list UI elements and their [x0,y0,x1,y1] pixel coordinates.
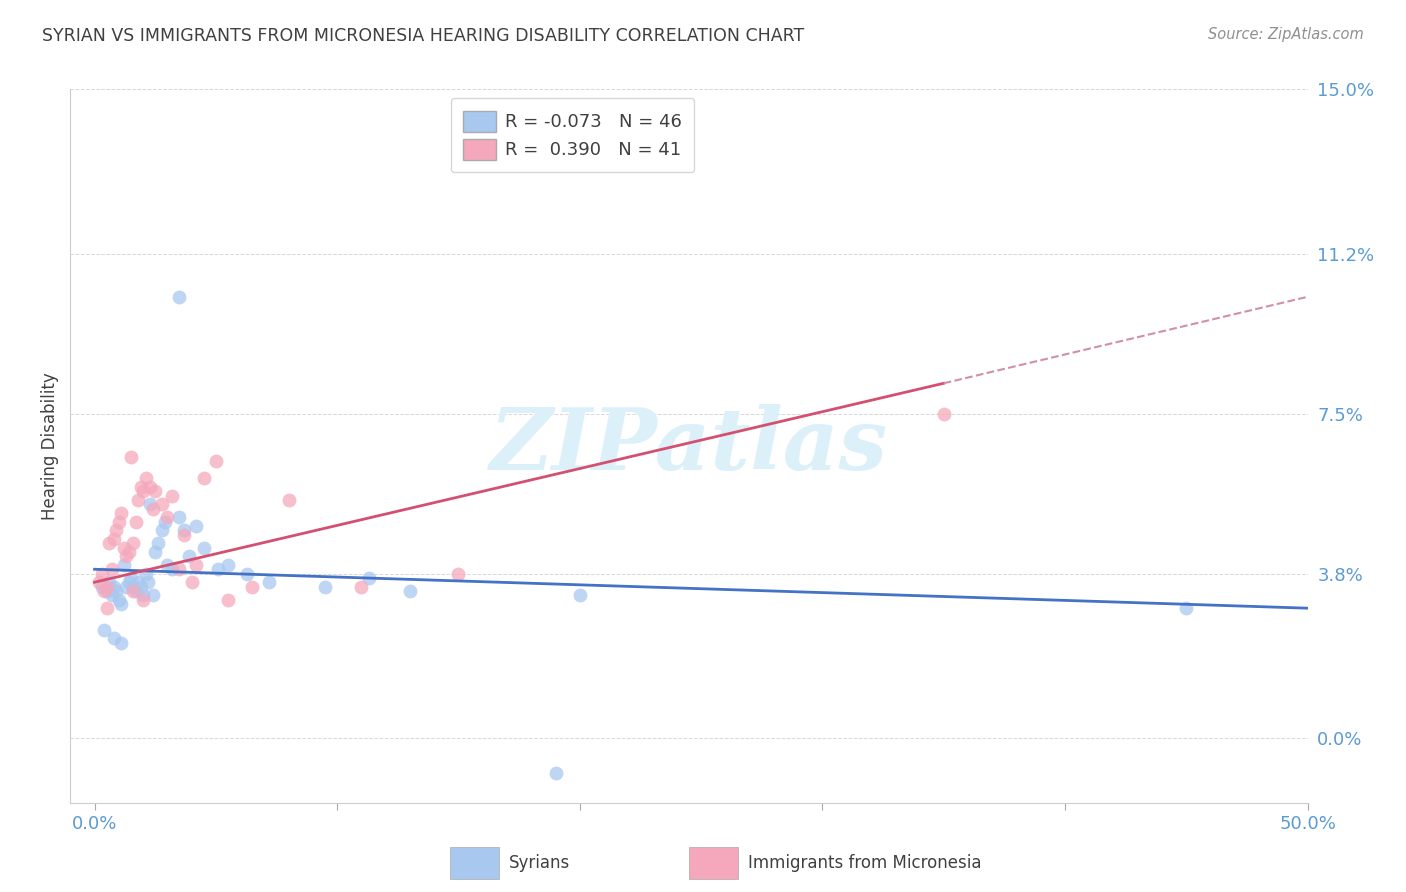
Legend: R = -0.073   N = 46, R =  0.390   N = 41: R = -0.073 N = 46, R = 0.390 N = 41 [450,98,695,172]
Text: Syrians: Syrians [509,855,571,872]
Point [139,480,162,494]
Point [139,497,162,511]
Point [108,515,131,529]
Point [160,562,183,576]
Point [112,541,135,555]
Point [120,571,142,585]
Point [115,580,138,594]
Point [127,493,149,508]
Point [103,532,125,546]
Point [173,527,195,541]
Point [122,536,145,550]
Point [146,536,169,550]
Point [129,580,152,594]
Point [217,558,239,572]
Point [236,566,259,581]
Point [117,545,139,559]
Point [129,480,152,494]
Point [143,545,166,559]
Point [93,583,115,598]
Point [152,524,174,538]
Point [100,562,122,576]
Point [96,580,118,594]
Point [112,558,135,572]
Point [108,592,131,607]
Point [127,575,149,590]
Point [122,580,145,594]
Point [205,454,228,468]
Point [103,580,125,594]
Point [156,558,179,572]
Point [142,588,165,602]
Point [142,501,165,516]
Point [125,583,148,598]
Point [169,290,191,304]
Point [132,484,155,499]
Point [160,489,183,503]
Point [110,597,132,611]
Point [350,580,373,594]
Point [314,580,336,594]
Point [115,549,138,564]
Point [93,623,115,637]
Point [117,575,139,590]
Point [932,407,955,421]
Point [152,497,174,511]
Point [103,632,125,646]
Text: SYRIAN VS IMMIGRANTS FROM MICRONESIA HEARING DISABILITY CORRELATION CHART: SYRIAN VS IMMIGRANTS FROM MICRONESIA HEA… [42,27,804,45]
Point [90,580,112,594]
Point [132,592,155,607]
Point [568,588,591,602]
Point [447,566,470,581]
Point [90,566,112,581]
Text: Immigrants from Micronesia: Immigrants from Micronesia [748,855,981,872]
Point [96,583,118,598]
Point [173,524,195,538]
Point [156,510,179,524]
Text: ZIPatlas: ZIPatlas [489,404,889,488]
Point [207,562,229,576]
Point [134,566,156,581]
Y-axis label: Hearing Disability: Hearing Disability [41,372,59,520]
Point [120,450,142,464]
Point [143,484,166,499]
Point [98,575,121,590]
Point [186,558,208,572]
Point [179,549,201,564]
Point [125,515,148,529]
Point [153,515,176,529]
Point [110,636,132,650]
Point [132,588,155,602]
Text: Source: ZipAtlas.com: Source: ZipAtlas.com [1208,27,1364,42]
Point [98,536,121,550]
Point [257,575,280,590]
Point [1175,601,1198,615]
Point [134,471,156,485]
Point [399,583,422,598]
Point [105,524,128,538]
Point [105,583,128,598]
Point [186,519,208,533]
Point [357,571,380,585]
Point [180,575,202,590]
Point [193,541,215,555]
Point [169,562,191,576]
Point [169,510,191,524]
Point [544,765,567,780]
Point [136,575,159,590]
Point [89,575,111,590]
Point [193,471,215,485]
Point [217,592,239,607]
Point [110,506,132,520]
Point [96,601,118,615]
Point [100,588,122,602]
Point [240,580,263,594]
Point [122,583,145,598]
Point [277,493,299,508]
